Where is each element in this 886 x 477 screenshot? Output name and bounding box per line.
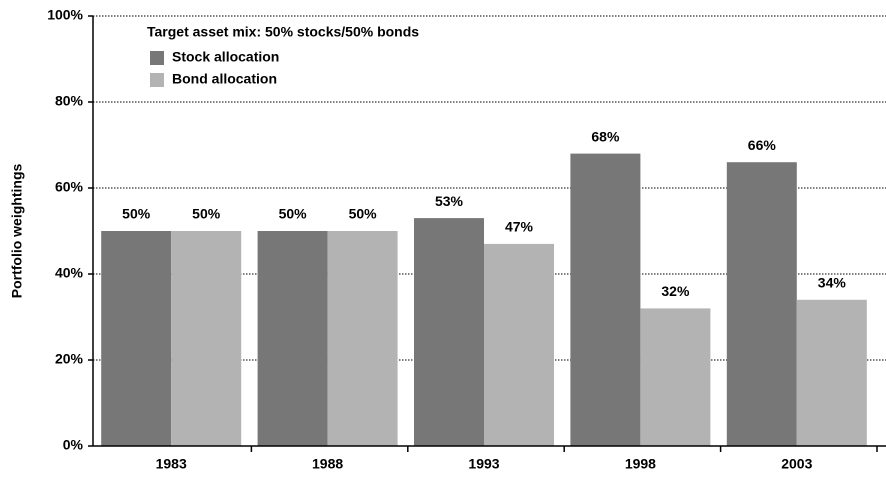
y-tick-label: 40% (55, 265, 84, 281)
y-tick-label: 60% (55, 179, 84, 195)
y-tick-label: 80% (55, 93, 84, 109)
data-label: 50% (122, 206, 151, 222)
legend-swatch (150, 73, 164, 87)
data-label: 32% (661, 283, 690, 299)
data-label: 34% (818, 275, 847, 291)
y-tick-label: 100% (47, 7, 83, 23)
bar (640, 308, 711, 446)
bar (327, 231, 398, 446)
x-tick-label: 1983 (156, 456, 187, 472)
bar (796, 299, 867, 446)
legend-label: Stock allocation (172, 49, 279, 65)
bar (101, 231, 172, 446)
bar (414, 218, 484, 446)
y-axis-label: Portfolio weightings (9, 164, 25, 299)
data-label: 68% (591, 128, 620, 144)
data-label: 47% (505, 219, 534, 235)
bar (570, 153, 641, 446)
x-tick-label: 1998 (625, 456, 656, 472)
bar (257, 231, 328, 446)
x-tick-label: 1988 (312, 456, 343, 472)
x-tick-label: 2003 (781, 456, 812, 472)
data-label: 50% (192, 206, 221, 222)
data-label: 53% (435, 193, 464, 209)
data-label: 66% (748, 137, 777, 153)
legend-swatch (150, 51, 164, 65)
y-tick-label: 0% (63, 437, 84, 453)
y-tick-label: 20% (55, 351, 84, 367)
data-label: 50% (279, 206, 308, 222)
bar (726, 162, 797, 446)
bar (484, 243, 554, 446)
legend-label: Bond allocation (172, 71, 277, 87)
legend-title: Target asset mix: 50% stocks/50% bonds (147, 24, 419, 40)
x-tick-label: 1993 (468, 456, 499, 472)
data-label: 50% (349, 206, 378, 222)
bar (171, 231, 242, 446)
